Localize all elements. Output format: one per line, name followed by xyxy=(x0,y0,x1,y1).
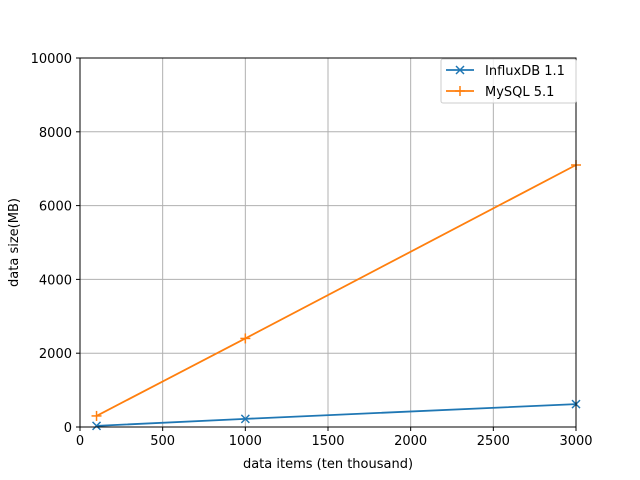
legend-label: MySQL 5.1 xyxy=(485,85,554,100)
x-tick-label: 2000 xyxy=(394,434,427,449)
series-mysql-5-1 xyxy=(91,160,581,421)
y-tick-label: 8000 xyxy=(39,126,72,141)
series-influxdb-1-1 xyxy=(92,399,581,431)
legend-item: InfluxDB 1.1 xyxy=(446,64,565,79)
legend-box xyxy=(440,58,577,104)
x-tick-label: 1500 xyxy=(311,434,344,449)
grid-lines xyxy=(79,57,577,428)
y-tick-label: 0 xyxy=(64,421,72,436)
legend-item: MySQL 5.1 xyxy=(446,85,554,100)
y-axis-label: data size(MB) xyxy=(7,198,22,287)
y-tick-label: 10000 xyxy=(31,52,72,67)
legend: InfluxDB 1.1 MySQL 5.1 xyxy=(440,58,577,104)
x-axis-ticks: 0 500 1000 1500 2000 2500 3000 xyxy=(76,427,593,449)
x-tick-label: 500 xyxy=(150,434,175,449)
y-tick-label: 4000 xyxy=(39,273,72,288)
x-tick-label: 1000 xyxy=(229,434,262,449)
data-series xyxy=(91,160,581,431)
x-axis-label: data items (ten thousand) xyxy=(243,457,413,472)
y-tick-label: 2000 xyxy=(39,347,72,362)
y-tick-label: 6000 xyxy=(39,200,72,215)
x-tick-label: 2500 xyxy=(477,434,510,449)
x-tick-label: 0 xyxy=(76,434,84,449)
legend-label: InfluxDB 1.1 xyxy=(485,64,565,79)
x-tick-label: 3000 xyxy=(559,434,592,449)
y-axis-ticks: 0 2000 4000 6000 8000 10000 xyxy=(31,52,80,436)
